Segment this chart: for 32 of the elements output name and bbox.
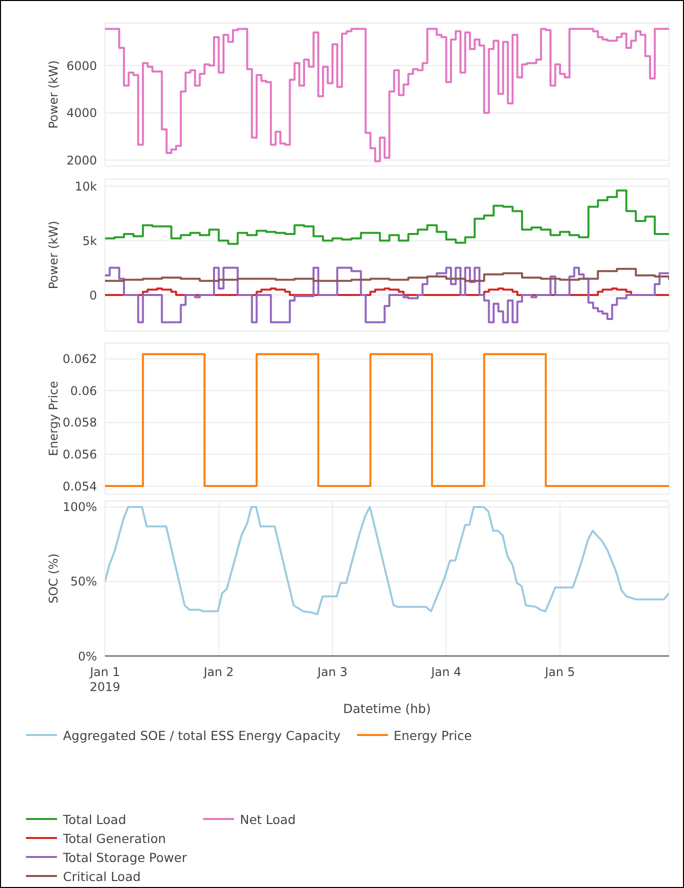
y-axis-title: SOC (%) <box>46 553 60 604</box>
legend-label: Energy Price <box>394 728 472 742</box>
y-tick-label: 0.056 <box>62 448 97 462</box>
legend-label: Critical Load <box>63 868 141 884</box>
y-axis-title: Power (kW) <box>46 220 60 290</box>
x-tick-label: Jan 4 <box>430 665 462 679</box>
x-axis-title: Datetime (hb) <box>343 701 431 716</box>
x-tick-label: Jan 3 <box>316 665 348 679</box>
x-tick-label: Jan 5 <box>544 665 575 679</box>
y-tick-label: 10k <box>74 179 98 194</box>
y-tick-label: 0.06 <box>70 384 97 398</box>
y-tick-label: 0% <box>78 649 97 664</box>
y-tick-label: 0.062 <box>62 352 97 366</box>
legend-label: Total Generation <box>63 830 166 846</box>
y-tick-label: 0.054 <box>62 479 97 494</box>
y-tick-label: 5k <box>82 234 98 248</box>
y-tick-label: 0.058 <box>62 416 97 430</box>
y-axis-title: Power (kW) <box>46 60 60 129</box>
legend-label: Total Storage Power <box>63 850 187 864</box>
y-tick-label: 100% <box>62 500 97 514</box>
y-tick-label: 0 <box>89 288 97 302</box>
y-tick-label: 50% <box>70 574 97 589</box>
y-tick-label: 6000 <box>66 58 97 73</box>
legend-label: Total Load <box>63 812 126 826</box>
x-tick-label: Jan 1 2019 <box>89 665 120 694</box>
line-series <box>105 506 669 616</box>
legend-label: Net Load <box>240 812 296 826</box>
x-tick-label: Jan 2 <box>202 665 234 679</box>
legend-label: Aggregated SOE / total ESS Energy Capacity <box>63 728 341 742</box>
y-tick-label: 2000 <box>66 153 97 168</box>
y-tick-label: 4000 <box>66 106 97 120</box>
y-axis-title: Energy Price <box>46 380 60 456</box>
